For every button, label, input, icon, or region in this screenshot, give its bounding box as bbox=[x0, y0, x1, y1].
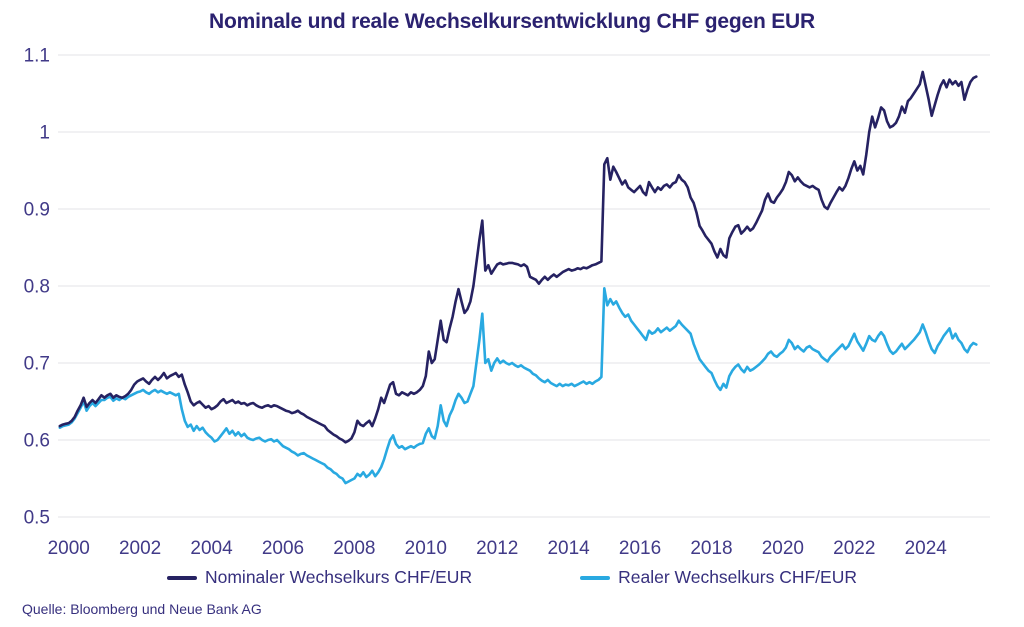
x-axis-tick-label: 2024 bbox=[905, 538, 948, 559]
x-axis-tick-label: 2020 bbox=[762, 538, 804, 559]
y-axis-tick-label: 0.7 bbox=[24, 354, 50, 375]
nominal-exchange-rate-line bbox=[58, 70, 978, 444]
x-axis-tick-label: 2016 bbox=[619, 538, 661, 559]
x-axis-tick-label: 2000 bbox=[48, 538, 90, 559]
x-axis-tick-label: 2002 bbox=[119, 538, 161, 559]
x-axis-tick-label: 2022 bbox=[833, 538, 875, 559]
x-axis-tick-label: 2008 bbox=[333, 538, 375, 559]
x-axis-tick-label: 2014 bbox=[547, 538, 590, 559]
legend-item-nominal: Nominaler Wechselkurs CHF/EUR bbox=[166, 567, 473, 588]
x-axis-tick-label: 2004 bbox=[190, 538, 233, 559]
real-line-swatch bbox=[580, 575, 611, 580]
legend-item-real: Realer Wechselkurs CHF/EUR bbox=[580, 567, 857, 588]
x-axis-tick-label: 2012 bbox=[476, 538, 518, 559]
chart-legend: Nominaler Wechselkurs CHF/EUR Realer Wec… bbox=[0, 567, 1024, 588]
y-axis-tick-label: 0.5 bbox=[24, 508, 50, 529]
nominal-line-swatch bbox=[166, 575, 197, 580]
x-axis-tick-label: 2006 bbox=[262, 538, 304, 559]
real-exchange-rate-line bbox=[58, 286, 978, 485]
chart-title: Nominale und reale Wechselkursentwicklun… bbox=[209, 10, 815, 33]
y-axis-tick-label: 0.6 bbox=[24, 431, 50, 452]
y-axis-tick-label: 1.1 bbox=[24, 46, 50, 67]
y-axis-tick-label: 0.8 bbox=[24, 277, 50, 298]
x-axis-tick-label: 2010 bbox=[405, 538, 447, 559]
y-axis-tick-label: 0.9 bbox=[24, 200, 50, 221]
y-axis-tick-label: 1 bbox=[39, 123, 50, 144]
legend-label-nominal: Nominaler Wechselkurs CHF/EUR bbox=[204, 567, 473, 587]
legend-label-real: Realer Wechselkurs CHF/EUR bbox=[618, 567, 857, 587]
source-note: Quelle: Bloomberg und Neue Bank AG bbox=[22, 601, 262, 617]
x-axis-tick-label: 2018 bbox=[690, 538, 732, 559]
